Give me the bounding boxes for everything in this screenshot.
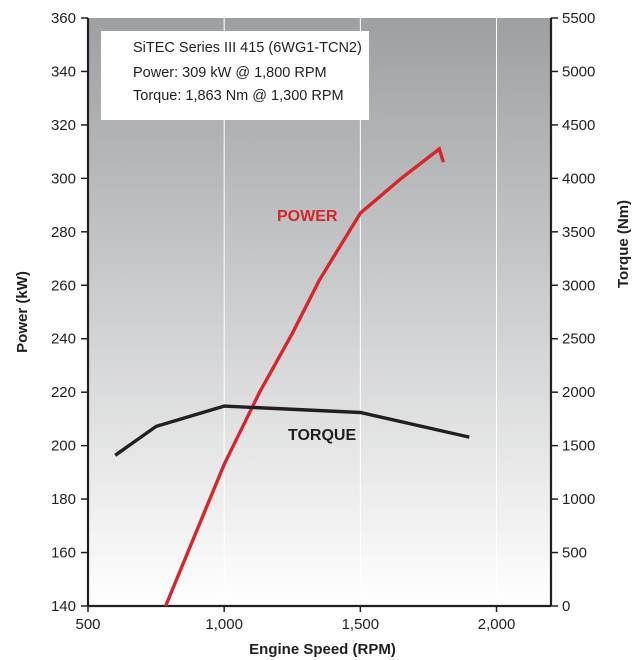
- info-box-torque: Torque: 1,863 Nm @ 1,300 RPM: [133, 88, 344, 104]
- y-left-tick-label: 200: [51, 438, 76, 455]
- y-axis-right-title: Torque (Nm): [615, 200, 632, 288]
- x-tick-label: 500: [75, 616, 100, 633]
- y-left-tick-label: 260: [51, 277, 76, 294]
- y-left-tick-label: 180: [51, 491, 76, 508]
- info-box-title: SiTEC Series III 415 (6WG1-TCN2): [133, 40, 362, 56]
- y-right-tick-label: 1500: [562, 438, 595, 455]
- y-right-tick-label: 4500: [562, 117, 595, 134]
- y-left-tick-label: 140: [51, 598, 76, 615]
- series-lines: [114, 146, 470, 607]
- y-right-tick-label: 1000: [562, 491, 595, 508]
- y-right-tick-label: 0: [562, 598, 570, 615]
- y-right-tick-label: 2500: [562, 331, 595, 348]
- x-tick-label: 1,000: [205, 616, 243, 633]
- info-box-background: [101, 31, 369, 120]
- power-line: [164, 146, 446, 607]
- y-right-tick-label: 4000: [562, 170, 595, 187]
- y-left-tick-label: 280: [51, 224, 76, 241]
- y-right-tick-label: 3000: [562, 277, 595, 294]
- torque-line: [114, 404, 470, 457]
- y-left-tick-label: 240: [51, 331, 76, 348]
- torque-series-label: TORQUE: [288, 427, 356, 444]
- y-left-tick-label: 320: [51, 117, 76, 134]
- axes: 140 160 180 200 220 240 260 280 300 320 340 360 0 500…: [51, 10, 595, 633]
- power-series-label: POWER: [277, 208, 338, 225]
- y-right-tick-label: 500: [562, 545, 587, 562]
- x-tick-label: 2,000: [478, 616, 516, 633]
- y-left-tick-label: 300: [51, 170, 76, 187]
- y-right-tick-label: 2000: [562, 384, 595, 401]
- y-left-tick-label: 220: [51, 384, 76, 401]
- y-right-tick-label: 5000: [562, 63, 595, 80]
- info-box: SiTEC Series III 415 (6WG1-TCN2) Power: …: [101, 31, 369, 120]
- info-box-power: Power: 309 kW @ 1,800 RPM: [133, 65, 327, 81]
- y-left-tick-label: 340: [51, 63, 76, 80]
- y-left-tick-label: 360: [51, 10, 76, 27]
- y-right-tick-label: 5500: [562, 10, 595, 27]
- y-right-tick-label: 3500: [562, 224, 595, 241]
- y-axis-left-title: Power (kW): [14, 271, 31, 353]
- x-axis-title: Engine Speed (RPM): [249, 641, 396, 658]
- y-left-tick-label: 160: [51, 545, 76, 562]
- x-tick-label: 1,500: [342, 616, 380, 633]
